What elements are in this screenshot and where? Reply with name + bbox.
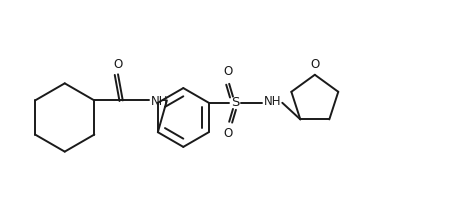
Text: O: O — [223, 127, 232, 140]
Text: NH: NH — [151, 95, 168, 108]
Text: O: O — [113, 57, 122, 71]
Text: O: O — [309, 58, 319, 71]
Text: S: S — [230, 96, 239, 109]
Text: NH: NH — [264, 95, 281, 108]
Text: O: O — [223, 65, 232, 78]
